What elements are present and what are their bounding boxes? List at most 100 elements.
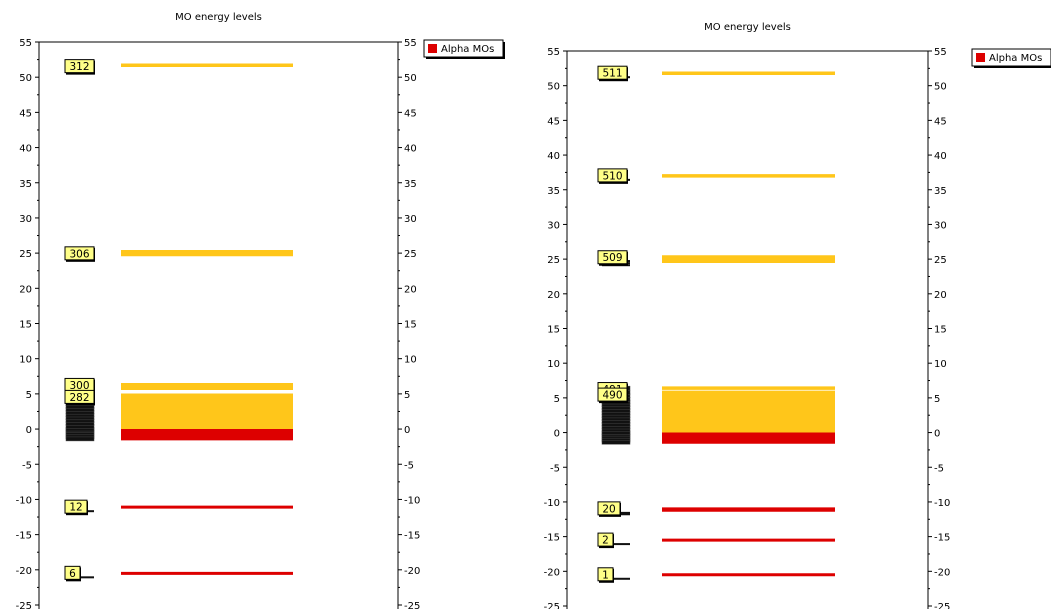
mo-label-box (597, 567, 614, 582)
left-tick-label: -15 (544, 533, 560, 544)
right-tick-label: -20 (404, 566, 420, 577)
left-tick-label: 30 (547, 220, 560, 231)
right-tick-label: 20 (404, 284, 417, 295)
mo-label-box (597, 168, 628, 183)
right-tick-label: -15 (404, 531, 420, 542)
mo-label-box (64, 59, 95, 74)
right-tick-label: 45 (934, 116, 947, 127)
left-tick-label: 10 (19, 355, 32, 366)
plot-frame (566, 50, 929, 609)
right-tick-label: -25 (404, 601, 420, 609)
right-tick-label: 10 (934, 359, 947, 370)
legend-box (971, 48, 1051, 67)
plot-frame (38, 41, 399, 609)
legend: Alpha MOs (971, 48, 1051, 68)
chart-title: MO energy levels (175, 12, 262, 23)
level-marker (601, 440, 631, 445)
left-tick-label: -10 (544, 498, 560, 509)
chart-title: MO energy levels (704, 22, 791, 33)
left-tick-label: -25 (544, 602, 560, 609)
legend-label: Alpha MOs (989, 53, 1042, 64)
mo-label: 20 (602, 503, 615, 515)
left-tick-label: -15 (16, 531, 32, 542)
legend-label: Alpha MOs (441, 44, 494, 55)
right-tick-label: 45 (404, 108, 417, 119)
right-tick-label: 30 (404, 214, 417, 225)
left-tick-label: 50 (19, 73, 32, 84)
right-tick-label: -10 (934, 498, 950, 509)
left-tick-label: -5 (550, 463, 560, 474)
left-tick-label: 15 (547, 325, 560, 336)
right-tick-label: 35 (404, 179, 417, 190)
mo-label: 510 (602, 170, 622, 182)
mo-label-box (597, 532, 614, 547)
mo-label-box (597, 387, 628, 402)
right-tick-label: -5 (404, 460, 414, 471)
left-tick-label: -20 (16, 566, 32, 577)
mo-label: 312 (69, 61, 89, 73)
right-tick-label: -25 (934, 602, 950, 609)
left-tick-label: 40 (547, 151, 560, 162)
left-tick-label: 55 (547, 47, 560, 58)
right-tick-label: -5 (934, 463, 944, 474)
mo-label-box (64, 246, 95, 261)
right-tick-label: 55 (934, 47, 947, 58)
left-tick-label: -5 (22, 460, 32, 471)
left-tick-label: 50 (547, 82, 560, 93)
mo-label-box (64, 499, 88, 514)
left-tick-label: 0 (554, 429, 560, 440)
mo-label-box (64, 389, 95, 404)
right-tick-label: 55 (404, 38, 417, 49)
left-tick-label: 15 (19, 320, 32, 331)
legend-swatch (976, 53, 985, 62)
left-tick-label: 35 (19, 179, 32, 190)
left-tick-label: 5 (26, 390, 32, 401)
right-tick-label: 50 (404, 73, 417, 84)
right-tick-label: 35 (934, 186, 947, 197)
left-tick-label: 40 (19, 144, 32, 155)
right-tick-label: 30 (934, 220, 947, 231)
right-tick-label: 40 (934, 151, 947, 162)
mo-label-box (597, 65, 628, 80)
mo-label: 2 (602, 535, 609, 547)
left-tick-label: 20 (19, 284, 32, 295)
level-marker (602, 577, 630, 580)
left-tick-label: 0 (26, 425, 32, 436)
mo-label: 6 (69, 568, 76, 580)
left-tick-label: -25 (16, 601, 32, 609)
left-tick-label: 45 (547, 116, 560, 127)
right-tick-label: -10 (404, 495, 420, 506)
mo-chart-1: MO energy levels -25 -25 -20 -20 -15 -15 -10 -10… (16, 12, 505, 609)
right-tick-label: 5 (404, 390, 410, 401)
right-tick-label: 5 (934, 394, 940, 405)
level-marker (65, 436, 95, 442)
right-tick-label: -20 (934, 567, 950, 578)
legend: Alpha MOs (423, 39, 505, 59)
left-tick-label: 25 (547, 255, 560, 266)
legend-box (423, 39, 504, 58)
mo-chart-2: MO energy levels -25 -25 -20 -20 -15 -15 -10 -10… (544, 22, 1051, 609)
left-tick-label: 30 (19, 214, 32, 225)
right-tick-label: 15 (934, 325, 947, 336)
right-tick-label: 50 (934, 82, 947, 93)
left-tick-label: 45 (19, 108, 32, 119)
mo-label: 306 (69, 248, 89, 260)
right-tick-label: 0 (404, 425, 410, 436)
right-tick-label: -15 (934, 533, 950, 544)
left-tick-label: 25 (19, 249, 32, 260)
legend-swatch (428, 44, 437, 53)
right-tick-label: 25 (934, 255, 947, 266)
mo-label: 511 (602, 68, 622, 80)
left-tick-label: 35 (547, 186, 560, 197)
right-tick-label: 0 (934, 429, 940, 440)
right-tick-label: 15 (404, 320, 417, 331)
mo-label-box (597, 250, 628, 265)
left-tick-label: 5 (554, 394, 560, 405)
mo-label: 282 (69, 392, 89, 404)
mo-label-box (597, 501, 621, 516)
mo-label-box (64, 565, 81, 580)
left-tick-label: -10 (16, 495, 32, 506)
mo-label: 300 (69, 380, 89, 392)
right-tick-label: 40 (404, 144, 417, 155)
